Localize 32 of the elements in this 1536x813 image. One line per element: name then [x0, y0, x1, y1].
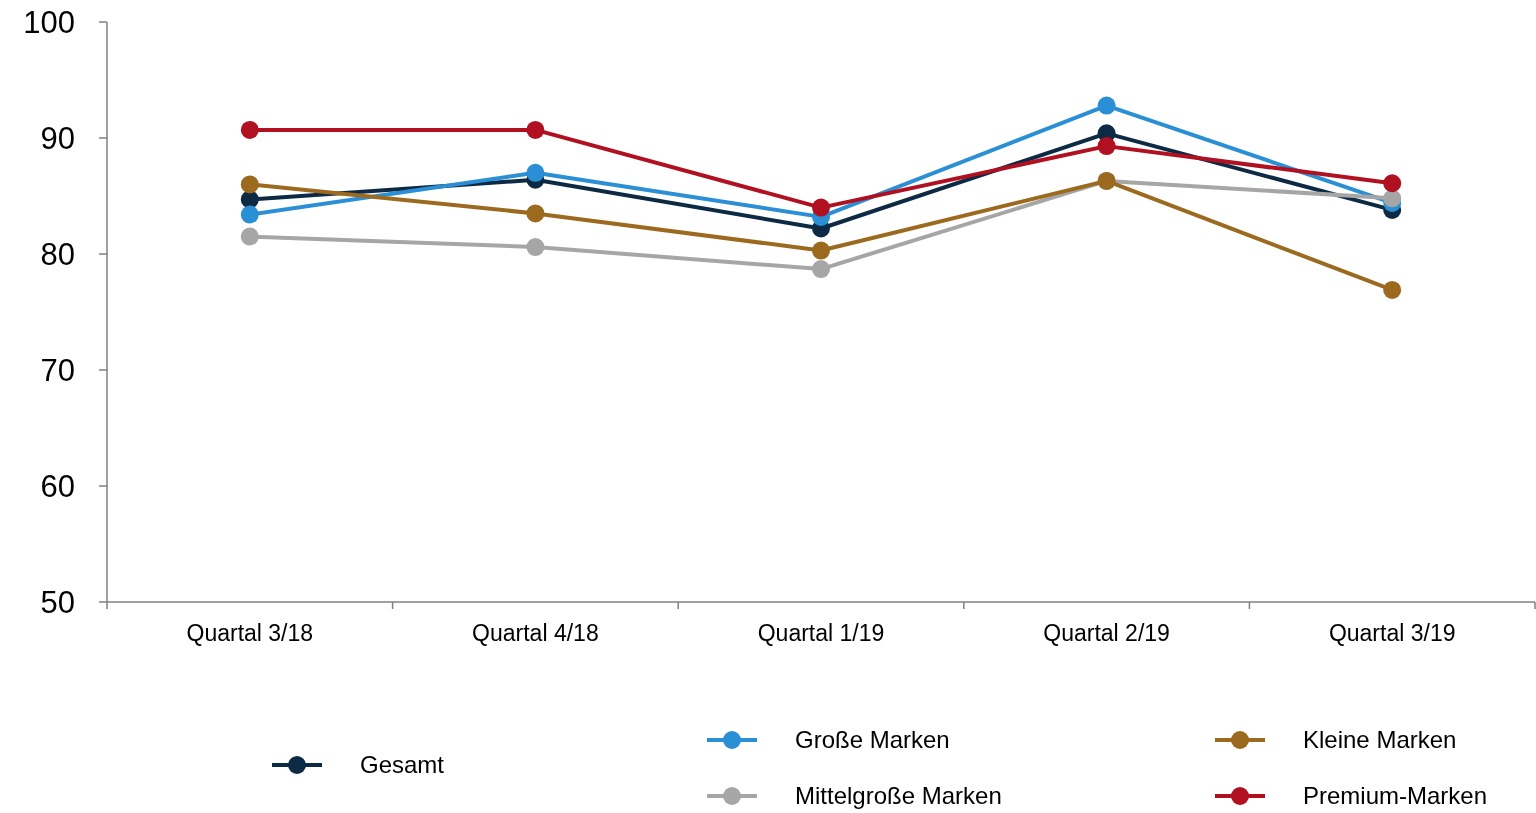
- point: [812, 260, 830, 279]
- y-tick-label: 90: [40, 120, 75, 156]
- legend-label: Premium-Marken: [1303, 782, 1488, 810]
- point: [1383, 174, 1402, 193]
- legend-label: Gesamt: [360, 751, 445, 779]
- point: [526, 120, 545, 139]
- point: [526, 238, 545, 257]
- point: [1097, 137, 1116, 156]
- y-tick-label: 80: [40, 236, 75, 272]
- legend-label: Mittelgroße Marken: [795, 782, 1002, 810]
- x-tick-label: Quartal 4/18: [472, 620, 599, 647]
- y-tick-label: 60: [40, 468, 75, 504]
- y-tick-label: 50: [40, 584, 75, 620]
- y-tick-label: 100: [23, 4, 75, 40]
- point: [812, 198, 830, 217]
- point: [240, 175, 259, 194]
- point: [526, 163, 545, 182]
- point: [240, 205, 259, 224]
- point: [240, 120, 259, 139]
- x-tick-label: Quartal 3/19: [1328, 620, 1456, 647]
- x-tick-label: Quartal 3/18: [186, 620, 314, 647]
- y-tick-label: 70: [40, 352, 75, 388]
- point: [1383, 280, 1402, 299]
- legend-label: Kleine Marken: [1303, 726, 1457, 754]
- x-tick-label: Quartal 2/19: [1043, 620, 1170, 647]
- point: [240, 227, 259, 246]
- legend-label: Große Marken: [795, 726, 950, 754]
- point: [1097, 96, 1116, 115]
- point: [526, 204, 545, 223]
- x-tick-label: Quartal 1/19: [757, 620, 885, 647]
- point: [1383, 189, 1402, 208]
- point: [812, 241, 830, 260]
